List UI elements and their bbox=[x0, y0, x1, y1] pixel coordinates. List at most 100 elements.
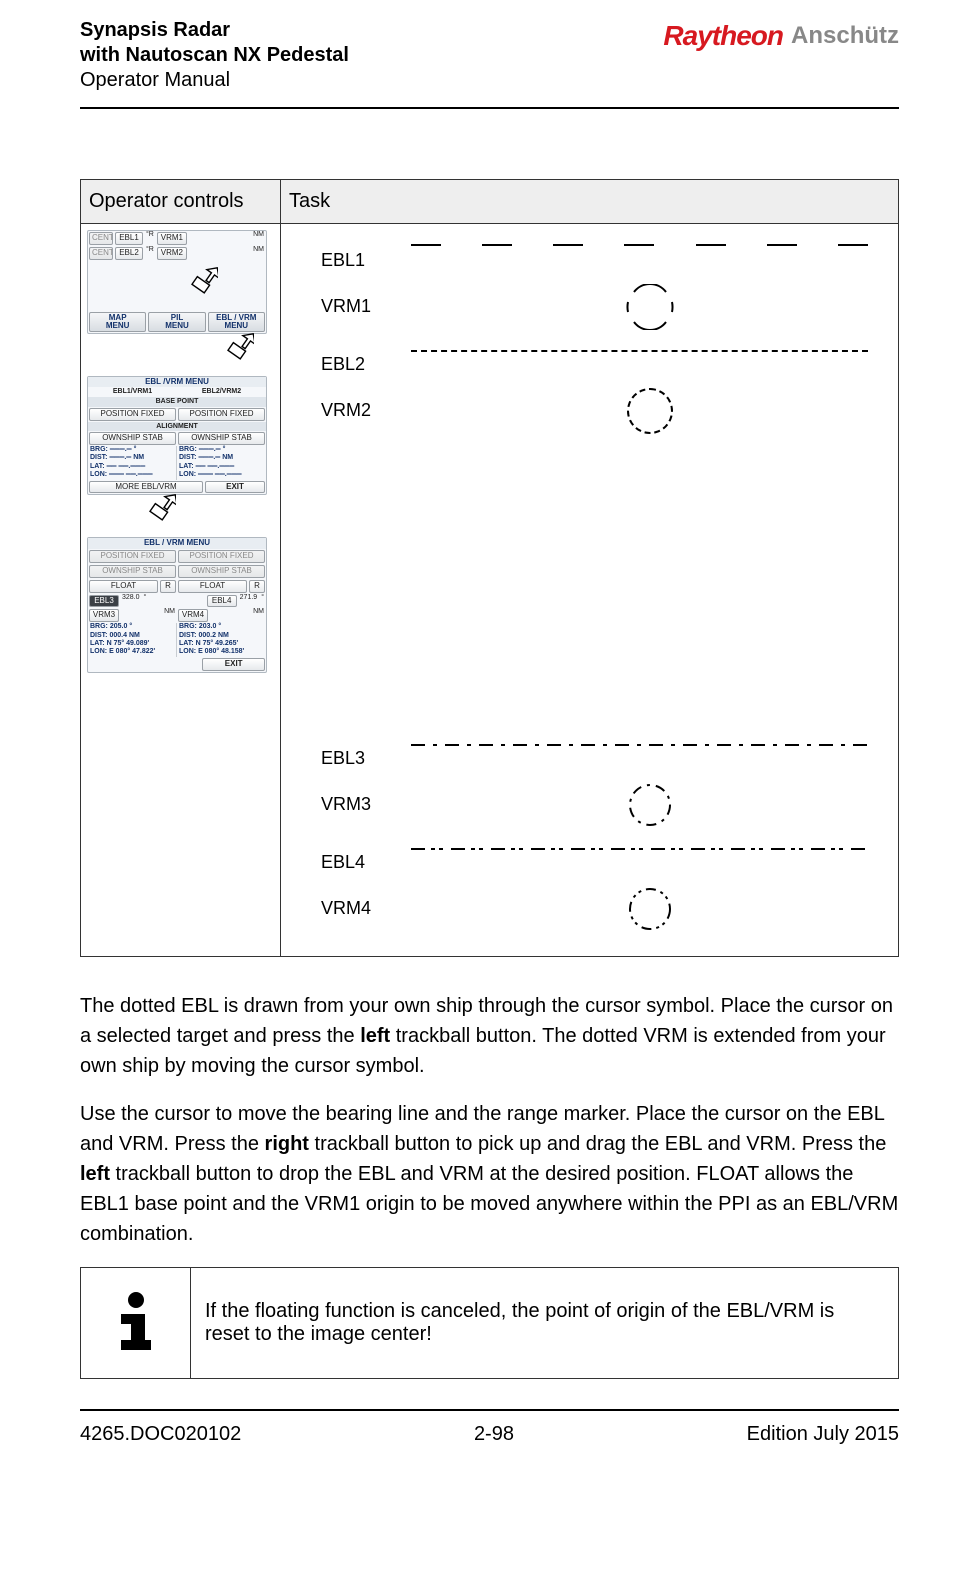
deg-r-2: °R bbox=[144, 246, 156, 261]
brg-val: ═══.═ bbox=[110, 446, 132, 453]
vrm1-label: VRM1 bbox=[321, 296, 411, 317]
dist-label: DIST: bbox=[90, 454, 108, 461]
vrm4-circle-icon bbox=[627, 886, 673, 932]
vrm2-sample: VRM2 bbox=[321, 390, 888, 430]
lat4-val: N 75° 49.265' bbox=[196, 640, 239, 647]
ebl1-label: EBL1 bbox=[321, 250, 411, 271]
nm-2: NM bbox=[251, 246, 266, 261]
exit-btn[interactable]: EXIT bbox=[205, 481, 265, 494]
ebl4-value: 271.9 bbox=[238, 594, 260, 609]
ebl3-sample: EBL3 bbox=[321, 738, 888, 778]
map-menu-btn[interactable]: MAP MENU bbox=[89, 312, 146, 332]
logo: Raytheon Anschütz bbox=[663, 20, 899, 52]
doc-title-block: Synapsis Radar with Nautoscan NX Pedesta… bbox=[80, 18, 349, 93]
tab-ebl2vrm2[interactable]: EBL2/VRM2 bbox=[177, 387, 266, 397]
vrm4-btn[interactable]: VRM4 bbox=[178, 609, 208, 622]
vrm3-label: VRM3 bbox=[321, 794, 411, 815]
paragraph-1: The dotted EBL is drawn from your own sh… bbox=[80, 991, 899, 1081]
ebl4-btn[interactable]: EBL4 bbox=[207, 595, 237, 608]
panel-ebl-vrm-top: CENT EBL1 °R VRM1 NM CENT EBL2 °R VRM2 N… bbox=[87, 230, 267, 334]
dist4-val: 000.2 bbox=[198, 632, 216, 639]
header-rule bbox=[80, 107, 899, 109]
note-text: If the floating function is canceled, th… bbox=[191, 1268, 899, 1379]
vrm4-label: VRM4 bbox=[321, 898, 411, 919]
ownship-stab-btn-r[interactable]: OWNSHIP STAB bbox=[178, 565, 265, 578]
panel-title: EBL / VRM MENU bbox=[88, 538, 266, 549]
table-body-row: CENT EBL1 °R VRM1 NM CENT EBL2 °R VRM2 N… bbox=[81, 224, 899, 957]
lon4-val: E 080° 48.158' bbox=[198, 648, 244, 655]
position-fixed-btn-r[interactable]: POSITION FIXED bbox=[178, 550, 265, 563]
brg3-val: 205.0 bbox=[110, 623, 128, 630]
lat-label: LAT: bbox=[90, 463, 105, 470]
ebl4-label: EBL4 bbox=[321, 852, 411, 873]
nm-1: NM bbox=[251, 231, 266, 246]
position-fixed-btn-r[interactable]: POSITION FIXED bbox=[178, 408, 265, 421]
logo-primary: Raytheon bbox=[663, 20, 783, 52]
ebl3-btn[interactable]: EBL3 bbox=[89, 595, 119, 608]
vrm1-btn[interactable]: VRM1 bbox=[157, 232, 187, 245]
cent-btn-2[interactable]: CENT bbox=[89, 247, 113, 260]
r-btn-r[interactable]: R bbox=[249, 580, 265, 593]
info-icon bbox=[111, 1290, 161, 1350]
ebl1-btn[interactable]: EBL1 bbox=[115, 232, 143, 245]
ebl1-line-icon bbox=[411, 244, 868, 246]
title-line2: with Nautoscan NX Pedestal bbox=[80, 43, 349, 68]
info-icon-cell bbox=[81, 1268, 191, 1379]
ebl2-sample: EBL2 bbox=[321, 344, 888, 384]
cursor-arrow-icon bbox=[190, 263, 218, 297]
footer-center: 2-98 bbox=[474, 1423, 514, 1446]
vrm3-circle-icon bbox=[627, 782, 673, 828]
table-header-row: Operator controls Task bbox=[81, 180, 899, 224]
sample-group-2: EBL3 VRM3 EBL4 bbox=[321, 738, 888, 928]
th-task: Task bbox=[281, 180, 899, 224]
ebl3-label: EBL3 bbox=[321, 748, 411, 769]
ownship-stab-btn-r[interactable]: OWNSHIP STAB bbox=[178, 432, 265, 445]
base-point-label: BASE POINT bbox=[88, 397, 266, 407]
operator-controls-cell: CENT EBL1 °R VRM1 NM CENT EBL2 °R VRM2 N… bbox=[81, 224, 281, 957]
ebl2-btn[interactable]: EBL2 bbox=[115, 247, 143, 260]
pil-menu-btn[interactable]: PIL MENU bbox=[148, 312, 205, 332]
ebl3-line-icon bbox=[411, 744, 868, 746]
vrm2-label: VRM2 bbox=[321, 400, 411, 421]
paragraph-2: Use the cursor to move the bearing line … bbox=[80, 1099, 899, 1249]
panel-ebl-vrm-menu-2: EBL / VRM MENU POSITION FIXED POSITION F… bbox=[87, 537, 267, 672]
page: Synapsis Radar with Nautoscan NX Pedesta… bbox=[0, 0, 959, 1464]
ebl4-sample: EBL4 bbox=[321, 842, 888, 882]
ebl2-label: EBL2 bbox=[321, 354, 411, 375]
main-table: Operator controls Task CENT EBL1 °R VRM1… bbox=[80, 179, 899, 957]
title-line1: Synapsis Radar bbox=[80, 18, 349, 43]
vrm1-sample: VRM1 bbox=[321, 286, 888, 326]
ownship-stab-btn-l[interactable]: OWNSHIP STAB bbox=[89, 565, 176, 578]
cent-btn-1[interactable]: CENT bbox=[89, 232, 113, 245]
position-fixed-btn-l[interactable]: POSITION FIXED bbox=[89, 408, 176, 421]
cursor-arrow-icon bbox=[226, 329, 254, 363]
vrm2-btn[interactable]: VRM2 bbox=[157, 247, 187, 260]
vrm3-btn[interactable]: VRM3 bbox=[89, 609, 119, 622]
position-fixed-btn-l[interactable]: POSITION FIXED bbox=[89, 550, 176, 563]
vrm2-circle-icon bbox=[627, 388, 673, 434]
page-header: Synapsis Radar with Nautoscan NX Pedesta… bbox=[80, 18, 899, 103]
lon-label: LON: bbox=[90, 471, 107, 478]
more-eblvrm-btn[interactable]: MORE EBL/VRM bbox=[89, 481, 203, 494]
ownship-stab-btn-l[interactable]: OWNSHIP STAB bbox=[89, 432, 176, 445]
panel-ebl-vrm-menu: EBL /VRM MENU EBL1/VRM1 EBL2/VRM2 BASE P… bbox=[87, 376, 267, 496]
vrm1-circle-icon bbox=[624, 284, 676, 330]
body-text: The dotted EBL is drawn from your own sh… bbox=[80, 991, 899, 1249]
alignment-label: ALIGNMENT bbox=[88, 422, 266, 432]
dist3-val: 000.4 bbox=[109, 632, 127, 639]
sample-group-1: EBL1 VRM1 bbox=[321, 240, 888, 430]
ebl1-sample: EBL1 bbox=[321, 240, 888, 280]
r-btn-l[interactable]: R bbox=[160, 580, 176, 593]
cursor-arrow-icon bbox=[148, 490, 176, 524]
th-operator-controls: Operator controls bbox=[81, 180, 281, 224]
tab-ebl1vrm1[interactable]: EBL1/VRM1 bbox=[88, 387, 177, 397]
deg-r-1: °R bbox=[144, 231, 156, 246]
ebl3-value: 328.0 bbox=[120, 594, 142, 609]
vrm4-sample: VRM4 bbox=[321, 888, 888, 928]
page-footer: 4265.DOC020102 2-98 Edition July 2015 bbox=[80, 1409, 899, 1446]
exit-btn[interactable]: EXIT bbox=[202, 658, 265, 671]
panel-title: EBL /VRM MENU bbox=[88, 377, 266, 388]
ebl4-line-icon bbox=[411, 848, 868, 850]
float-btn-r[interactable]: FLOAT bbox=[178, 580, 247, 593]
float-btn-l[interactable]: FLOAT bbox=[89, 580, 158, 593]
